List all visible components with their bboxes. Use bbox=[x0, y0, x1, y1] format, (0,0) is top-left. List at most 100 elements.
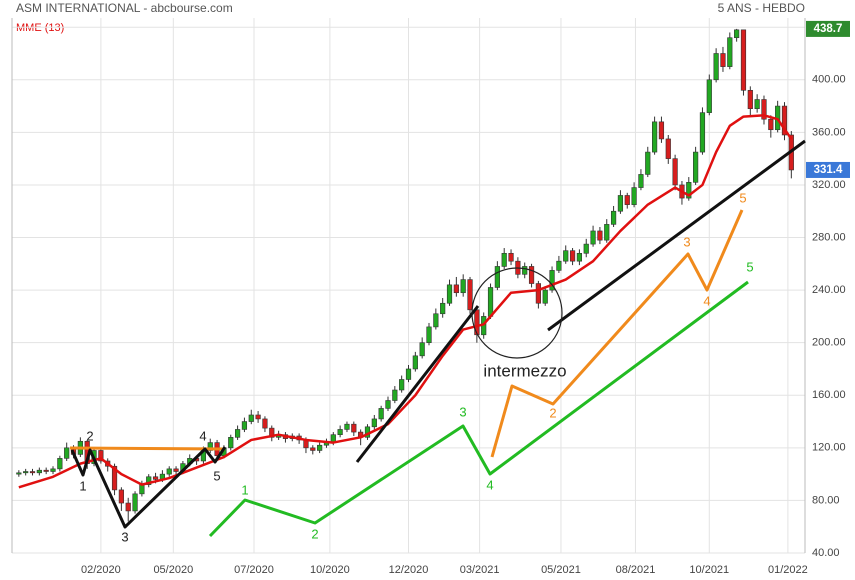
candle-body bbox=[234, 429, 241, 438]
wave-label: 2 bbox=[311, 526, 318, 541]
candle-body bbox=[747, 89, 753, 110]
candle-body bbox=[768, 118, 774, 131]
candle-body bbox=[118, 489, 124, 504]
candle-body bbox=[487, 287, 494, 317]
y-tick-label: 360.00 bbox=[812, 126, 846, 138]
candle-body bbox=[139, 484, 145, 495]
candle-body bbox=[727, 37, 733, 67]
candle-body bbox=[269, 427, 275, 438]
highlight-circle bbox=[471, 267, 563, 359]
candle-body bbox=[542, 289, 548, 304]
candle-body bbox=[23, 471, 29, 474]
candle-body bbox=[624, 195, 630, 205]
y-tick-label: 400.00 bbox=[812, 74, 846, 86]
y-tick-label: 160.00 bbox=[812, 389, 846, 401]
candle-body bbox=[740, 29, 747, 91]
candle-body bbox=[173, 468, 179, 472]
candle-body bbox=[440, 302, 446, 315]
wave-label: 1 bbox=[241, 482, 248, 497]
candle-body bbox=[508, 252, 514, 262]
candle-body bbox=[699, 112, 706, 153]
candle-body bbox=[563, 250, 569, 262]
wave-label: 2 bbox=[86, 428, 93, 443]
price-tag-label: 438.7 bbox=[814, 23, 843, 35]
wave-label: 1 bbox=[79, 478, 86, 493]
x-tick-label: 12/2020 bbox=[389, 564, 429, 576]
x-tick-label: 10/2021 bbox=[689, 564, 729, 576]
candle-body bbox=[317, 444, 323, 451]
candle-body bbox=[125, 502, 131, 512]
candle-body bbox=[385, 400, 391, 409]
ema-line bbox=[18, 114, 793, 489]
candle-body bbox=[754, 99, 760, 110]
candle-body bbox=[16, 472, 22, 475]
wave-label: 5 bbox=[746, 259, 753, 274]
candle-body bbox=[378, 408, 384, 420]
candle-body bbox=[734, 29, 740, 39]
candle-body bbox=[29, 471, 36, 474]
candle-body bbox=[262, 418, 268, 429]
x-tick-label: 08/2021 bbox=[616, 564, 656, 576]
candle-body bbox=[501, 252, 507, 267]
candle-body bbox=[392, 389, 398, 401]
wave-green bbox=[208, 280, 749, 538]
candle-body bbox=[610, 210, 617, 225]
candle-body bbox=[617, 195, 624, 212]
y-tick-label: 240.00 bbox=[812, 284, 846, 296]
wave-label: 2 bbox=[549, 405, 556, 420]
trend-line bbox=[547, 139, 806, 332]
x-tick-label: 01/2022 bbox=[768, 564, 808, 576]
candle-body bbox=[693, 151, 699, 183]
price-tag bbox=[806, 161, 850, 178]
candle-body bbox=[255, 414, 261, 420]
price-tag-label: 331.4 bbox=[814, 164, 843, 176]
candle-body bbox=[310, 447, 316, 451]
y-tick-label: 320.00 bbox=[812, 179, 846, 191]
legend-entry: MME (13) bbox=[16, 22, 64, 34]
wave-label: 5 bbox=[213, 468, 220, 483]
candle-body bbox=[351, 423, 357, 433]
y-tick-label: 120.00 bbox=[812, 442, 846, 454]
x-tick-label: 07/2020 bbox=[234, 564, 274, 576]
y-tick-label: 80.00 bbox=[812, 494, 840, 506]
candle-body bbox=[446, 284, 453, 304]
candle-body bbox=[631, 187, 637, 205]
candle-body bbox=[419, 342, 425, 357]
candle-body bbox=[645, 151, 651, 175]
x-tick-label: 02/2020 bbox=[81, 564, 121, 576]
candle-body bbox=[556, 260, 562, 271]
candle-body bbox=[371, 418, 377, 428]
wave-orange bbox=[490, 209, 744, 458]
price-tag bbox=[806, 20, 850, 37]
wave-zigzag bbox=[70, 446, 227, 529]
candle-body bbox=[706, 79, 712, 113]
y-tick-label: 280.00 bbox=[812, 231, 846, 243]
candle-body bbox=[399, 379, 405, 391]
wave-label: 3 bbox=[459, 404, 466, 419]
candle-body bbox=[638, 174, 644, 188]
candle-body bbox=[460, 279, 466, 294]
candle-body bbox=[761, 99, 767, 120]
candle-body bbox=[412, 355, 418, 370]
candle-body bbox=[166, 468, 172, 475]
candle-body bbox=[569, 250, 576, 262]
candle-body bbox=[528, 266, 535, 284]
candle-body bbox=[604, 224, 610, 241]
candle-body bbox=[43, 469, 49, 472]
candle-body bbox=[720, 53, 726, 67]
candle-body bbox=[686, 182, 692, 199]
wave-label: 4 bbox=[199, 428, 206, 443]
candle-body bbox=[248, 414, 254, 422]
annotations: 1 2 3 4 5 2 3 4 5 1 2 3 4 5 intermezzo bbox=[69, 139, 806, 544]
plot-area: 40.00 80.00 120.00 160.00 200.00 240.00 280.00… bbox=[11, 18, 846, 576]
candle-body bbox=[494, 266, 500, 288]
candle-body bbox=[36, 469, 42, 474]
wave-label: 4 bbox=[486, 477, 493, 492]
candle-body bbox=[228, 437, 234, 449]
chart-title: ASM INTERNATIONAL - abcbourse.com bbox=[16, 1, 233, 15]
candle-body bbox=[576, 252, 583, 262]
y-tick-label: 40.00 bbox=[812, 547, 840, 559]
candle-body bbox=[590, 230, 596, 245]
candle-body bbox=[535, 283, 541, 304]
candle-body bbox=[658, 121, 665, 140]
